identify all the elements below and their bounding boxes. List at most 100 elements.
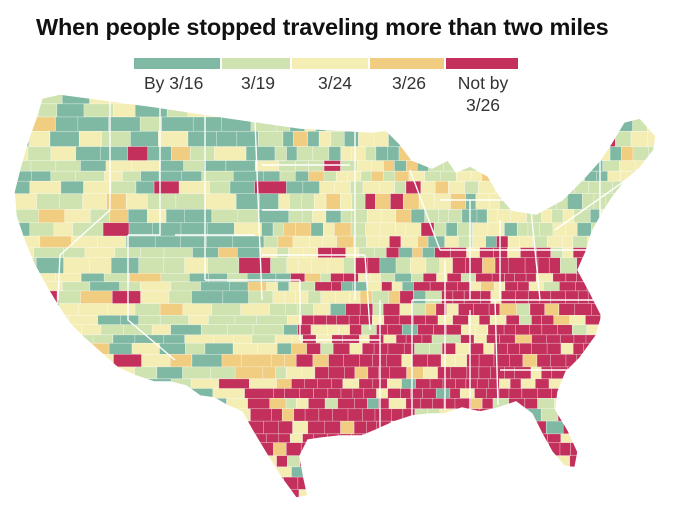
- county-cell: [455, 131, 469, 147]
- county-cell: [547, 235, 563, 248]
- county-cell: [565, 273, 577, 283]
- county-cell: [489, 315, 507, 325]
- county-cell: [147, 193, 177, 210]
- county-cell: [507, 247, 521, 258]
- county-cell: [378, 466, 393, 478]
- county-cell: [308, 160, 325, 172]
- county-cell: [376, 420, 392, 435]
- county-cell: [398, 146, 412, 161]
- county-cell: [572, 146, 584, 161]
- county-cell: [394, 273, 412, 283]
- county-cell: [546, 342, 562, 355]
- county-cell: [615, 342, 631, 355]
- county-cell: [50, 146, 77, 161]
- county-cell: [398, 247, 413, 258]
- county-cell: [417, 324, 434, 336]
- county-cell: [567, 489, 579, 498]
- county-cell: [330, 273, 344, 283]
- county-cell: [593, 103, 605, 118]
- county-cell: [604, 103, 618, 118]
- legend-swatch-3-26: [370, 58, 444, 69]
- county-cell: [442, 433, 456, 443]
- county-cell: [298, 94, 312, 105]
- county-cell: [161, 116, 194, 132]
- county-cell: [312, 354, 329, 368]
- county-cell: [542, 455, 557, 468]
- county-cell: [402, 281, 414, 292]
- county-cell: [36, 388, 57, 399]
- county-cell: [266, 281, 278, 292]
- county-cell: [641, 433, 654, 443]
- county-cell: [366, 116, 379, 132]
- county-cell: [312, 442, 327, 456]
- county-cell: [638, 334, 654, 344]
- county-cell: [342, 334, 360, 344]
- county-cell: [455, 466, 467, 478]
- county-cell: [600, 235, 616, 248]
- county-cell: [399, 290, 414, 304]
- county-cell: [327, 94, 341, 105]
- county-cell: [448, 209, 463, 224]
- county-cell: [295, 290, 309, 304]
- county-cell: [647, 408, 656, 422]
- county-cell: [317, 247, 332, 258]
- county-cell: [634, 455, 646, 468]
- county-cell: [605, 420, 624, 435]
- county-cell: [341, 281, 353, 292]
- county-cell: [160, 466, 179, 478]
- county-cell: [35, 334, 63, 344]
- county-cell: [643, 388, 655, 399]
- county-cell: [112, 103, 136, 118]
- county-cell: [475, 442, 489, 456]
- county-cell: [260, 247, 278, 258]
- county-cell: [450, 366, 468, 380]
- county-cell: [110, 257, 139, 274]
- county-cell: [620, 193, 632, 210]
- county-cell: [473, 334, 487, 344]
- county-cell: [241, 354, 272, 368]
- county-cell: [528, 281, 544, 292]
- county-cell: [387, 342, 405, 355]
- county-cell: [142, 398, 169, 410]
- county-cell: [404, 420, 421, 435]
- county-cell: [295, 160, 309, 172]
- county-cell: [561, 388, 576, 399]
- county-cell: [108, 116, 141, 132]
- county-cell: [163, 420, 192, 435]
- county-cell: [159, 342, 186, 355]
- county-cell: [103, 273, 130, 283]
- county-cell: [273, 388, 285, 399]
- county-cell: [97, 315, 121, 325]
- county-cell: [443, 103, 459, 118]
- county-cell: [29, 222, 55, 237]
- county-cell: [288, 209, 303, 224]
- county-cell: [562, 378, 574, 389]
- county-cell: [526, 193, 543, 210]
- county-cell: [257, 342, 278, 355]
- county-cell: [240, 476, 273, 490]
- county-cell: [496, 235, 509, 248]
- county-cell: [648, 257, 656, 274]
- county-cell: [425, 257, 441, 274]
- county-cell: [295, 398, 309, 410]
- county-cell: [308, 235, 323, 248]
- county-cell: [30, 303, 60, 316]
- county-cell: [525, 273, 537, 283]
- county-cell: [235, 193, 260, 210]
- county-cell: [379, 257, 397, 274]
- county-cell: [399, 455, 417, 468]
- county-cell: [190, 476, 211, 490]
- county-cell: [469, 342, 484, 355]
- county-cell: [645, 420, 656, 435]
- legend-label-3-26: 3/26: [391, 73, 427, 93]
- county-cell: [553, 315, 571, 325]
- county-cell: [547, 180, 563, 194]
- county-cell: [608, 378, 620, 389]
- county-cell: [649, 315, 656, 325]
- county-cell: [422, 247, 436, 258]
- county-cell: [365, 146, 377, 161]
- county-cell: [519, 180, 536, 194]
- county-cell: [334, 222, 352, 237]
- county-cell: [82, 193, 107, 210]
- county-cell: [488, 193, 500, 210]
